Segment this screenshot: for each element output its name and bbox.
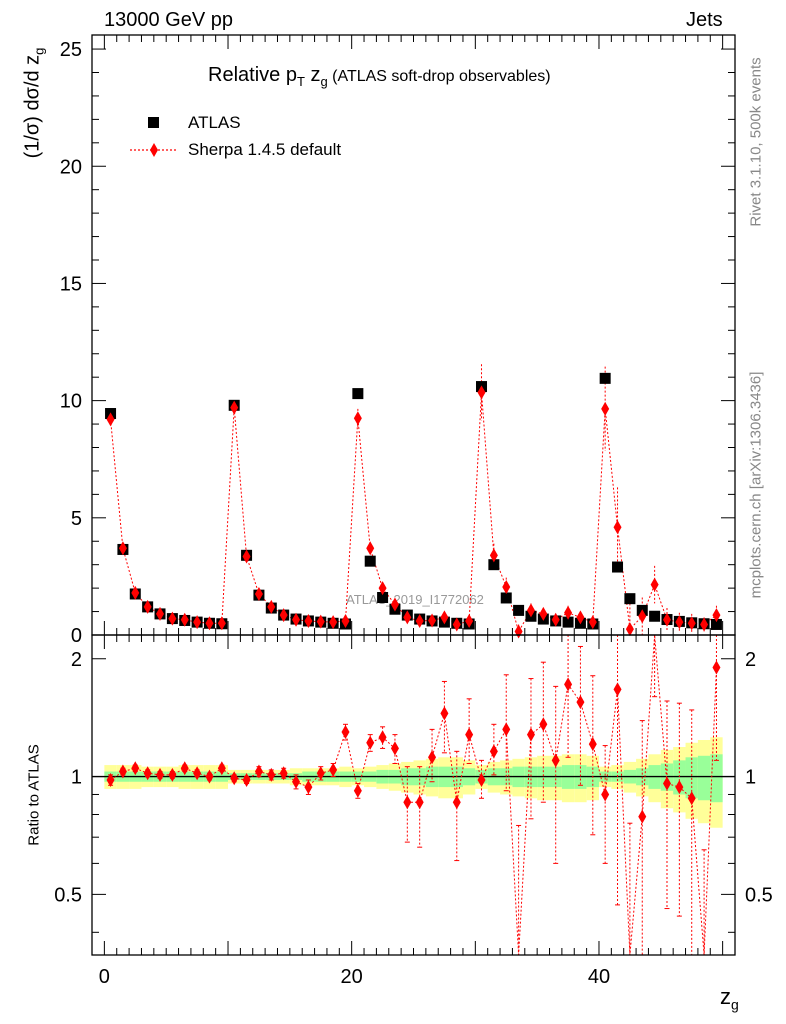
legend-diamond-marker [128,140,180,160]
y-tick-label-lower: 1 [71,767,82,789]
axes-frame: 0 20 40 0 5 10 15 20 25 0.5 0.5 1 1 2 2 [54,35,773,988]
ratio-point [589,737,597,751]
ratio-panel [92,635,735,955]
x-tick-label: 0 [99,966,110,988]
plot-title: Relative pT zg (ATLAS soft-drop observab… [208,64,551,89]
x-tick-label: 20 [341,966,363,988]
ratio-point [638,810,646,824]
rivet-info: Rivet 3.1.10, 500k events [748,57,765,226]
atlas-data-point [624,593,635,604]
y-tick-label-upper: 0 [71,625,82,647]
ratio-point [465,728,473,742]
mc-point [502,580,510,594]
legend-sherpa: Sherpa 1.4.5 default [128,140,341,160]
header-process: 13000 GeV pp [104,9,233,32]
legend-sherpa-label: Sherpa 1.4.5 default [188,140,341,160]
ratio-point [366,736,374,750]
y-tick-label-upper: 10 [60,391,82,413]
mc-point [626,622,634,636]
ratio-point [539,717,547,731]
y-tick-label-upper: 5 [71,508,82,530]
ratio-point [341,725,349,739]
ratio-point [440,706,448,720]
ratio-point [527,728,535,742]
title-mid: z [305,64,321,86]
atlas-data-point [501,592,512,603]
legend-atlas-label: ATLAS [188,113,241,133]
mc-point [651,578,659,592]
y-tick-label-lower: 0.5 [54,884,82,906]
mc-point [354,411,362,425]
ratio-point [614,682,622,696]
atlas-data-point [612,562,623,573]
ratio-point [490,744,498,758]
title-sub-t: T [297,74,305,89]
ratio-point [564,677,572,691]
x-tick-label: 40 [588,966,610,988]
xlabel-main: z [720,984,731,1009]
watermark: ATLAS_2019_I1772062 [346,592,484,607]
chart-canvas: ATLAS_2019_I1772062 0 20 40 0 5 10 15 20 25 0.5 0.… [0,0,786,1024]
y-tick-label-upper: 25 [60,39,82,61]
xlabel-sub: g [731,996,739,1012]
atlas-data-point [649,611,660,622]
y-tick-label-upper: 20 [60,156,82,178]
legend-atlas: ATLAS [140,113,241,133]
ylabel-upper-sub: g [32,48,47,55]
header-category: Jets [686,9,723,32]
legend-square-marker [140,113,180,133]
ratio-point [601,787,609,801]
atlas-data-point [513,605,524,616]
mcplots-info: mcplots.cern.ch [arXiv:1306.3436] [748,372,765,599]
mc-point [601,402,609,416]
atlas-data-point [600,373,611,384]
ratio-point [576,695,584,709]
y-tick-label-upper: 15 [60,273,82,295]
ratio-series-line [111,635,717,955]
title-sub-g: g [320,74,327,89]
ratio-point [712,660,720,674]
atlas-data-point [365,556,376,567]
y-tick-label-lower-right: 2 [745,649,756,671]
ratio-point [379,730,387,744]
ratio-band-inner [698,756,710,800]
title-pre: Relative p [208,64,297,86]
ratio-point [391,741,399,755]
title-post: (ATLAS soft-drop observables) [328,68,551,85]
atlas-data-point [352,388,363,399]
y-tick-label-lower: 2 [71,649,82,671]
ratio-point [416,795,424,809]
x-axis-label: zg [720,984,739,1012]
y-axis-label-lower: Ratio to ATLAS [26,744,43,845]
mc-point [366,541,374,555]
ratio-point [403,795,411,809]
y-tick-label-lower-right: 0.5 [745,884,773,906]
ratio-band-inner [710,754,722,802]
ylabel-upper-main: (1/σ) dσ/d z [22,55,44,159]
mc-point [614,520,622,534]
y-axis-label-upper: (1/σ) dσ/d zg [22,48,47,159]
ratio-point [354,784,362,798]
y-tick-label-lower-right: 1 [745,767,756,789]
